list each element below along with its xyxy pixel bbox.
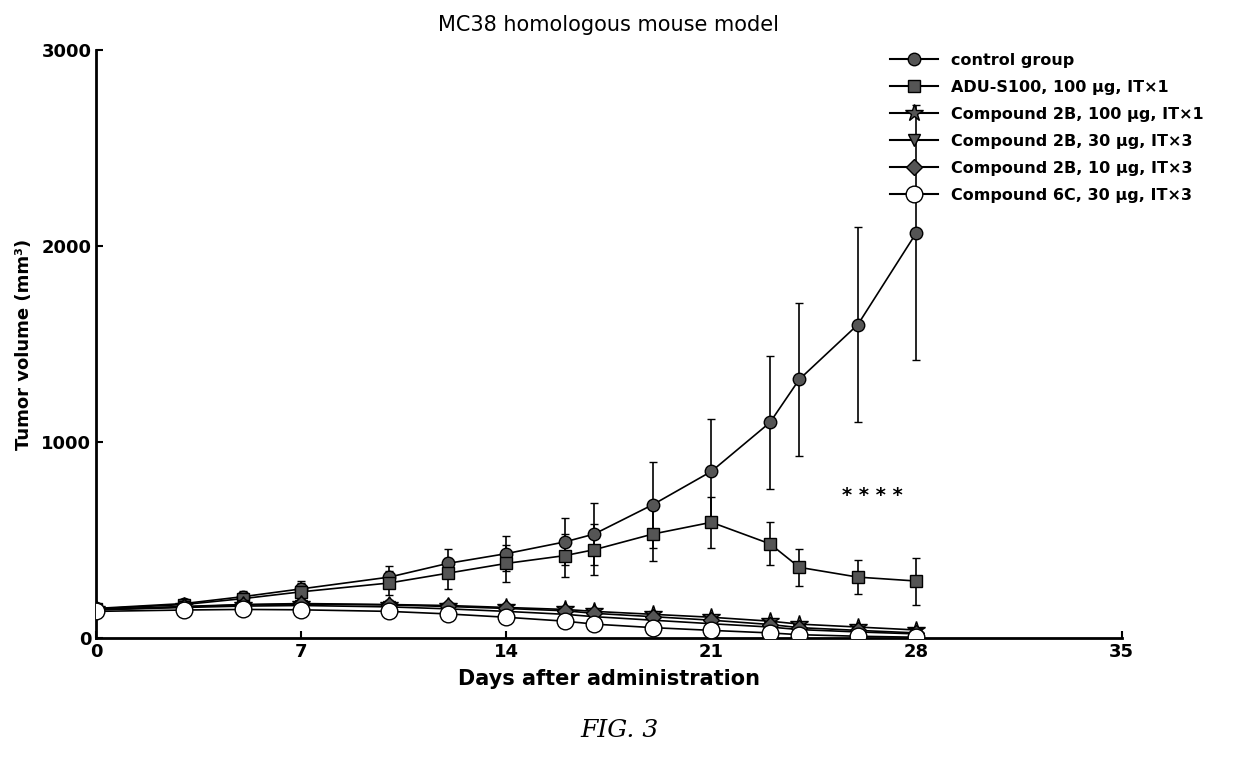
- Text: * * * *: * * * *: [842, 486, 903, 505]
- Legend: control group, ADU-S100, 100 μg, IT×1, Compound 2B, 100 μg, IT×1, Compound 2B, 3: control group, ADU-S100, 100 μg, IT×1, C…: [883, 47, 1209, 210]
- Text: FIG. 3: FIG. 3: [580, 719, 660, 742]
- X-axis label: Days after administration: Days after administration: [458, 669, 760, 689]
- Y-axis label: Tumor volume (mm³): Tumor volume (mm³): [15, 238, 33, 450]
- Title: MC38 homologous mouse model: MC38 homologous mouse model: [439, 15, 780, 35]
